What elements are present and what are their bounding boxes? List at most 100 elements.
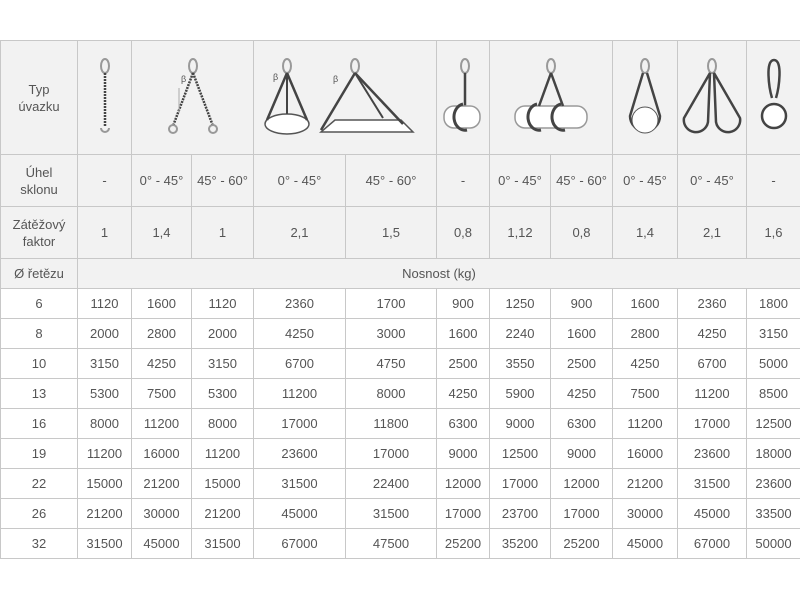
capacity-cell: 11200: [77, 438, 132, 469]
capacity-cell: 50000: [746, 528, 800, 559]
capacity-cell: 16000: [131, 438, 192, 469]
factor-cell: 1: [191, 206, 254, 259]
capacity-cell: 23700: [489, 498, 551, 529]
table-row: 8 2000 2800 2000 4250 3000 1600 2240 1600 2800 425…: [0, 318, 800, 349]
table-row: 22 15000 21200 15000 31500 22400 12000 17000 120…: [0, 468, 800, 499]
diameter-cell: 10: [0, 348, 78, 379]
factor-cell: 2,1: [253, 206, 346, 259]
capacity-cell: 900: [550, 288, 613, 319]
capacity-cell: 12500: [746, 408, 800, 439]
table-row: 13 5300 7500 5300 11200 8000 4250 5900 4250 7500 1…: [0, 378, 800, 409]
capacity-cell: 2800: [612, 318, 678, 349]
factor-cell: 0,8: [550, 206, 613, 259]
capacity-cell: 12500: [489, 438, 551, 469]
capacity-cell: 6300: [436, 408, 490, 439]
capacity-cell: 15000: [77, 468, 132, 499]
factor-cell: 1,6: [746, 206, 800, 259]
capacity-cell: 1250: [489, 288, 551, 319]
capacity-cell: 11200: [677, 378, 747, 409]
capacity-cell: 3150: [191, 348, 254, 379]
capacity-cell: 1600: [436, 318, 490, 349]
capacity-cell: 1600: [612, 288, 678, 319]
capacity-header-row: Ø řetězu Nosnost (kg): [0, 258, 800, 289]
capacity-cell: 25200: [550, 528, 613, 559]
capacity-cell: 6300: [550, 408, 613, 439]
diameter-cell: 32: [0, 528, 78, 559]
capacity-cell: 21200: [131, 468, 192, 499]
basket-single-chain-icon: [612, 40, 678, 155]
capacity-cell: 11200: [612, 408, 678, 439]
capacity-cell: 12000: [550, 468, 613, 499]
capacity-cell: 8000: [345, 378, 437, 409]
capacity-cell: 21200: [191, 498, 254, 529]
capacity-cell: 8000: [77, 408, 132, 439]
diameter-cell: 26: [0, 498, 78, 529]
svg-text:β: β: [273, 72, 278, 82]
capacity-cell: 1120: [191, 288, 254, 319]
factor-cell: 1,4: [612, 206, 678, 259]
factor-cell: 0,8: [436, 206, 490, 259]
capacity-cell: 30000: [131, 498, 192, 529]
capacity-cell: 6700: [253, 348, 346, 379]
capacity-cell: 2360: [677, 288, 747, 319]
diameter-cell: 8: [0, 318, 78, 349]
angle-cell: 0° - 45°: [677, 154, 747, 207]
endless-loop-chain-icon: [746, 40, 800, 155]
angle-cell: 45° - 60°: [550, 154, 613, 207]
svg-text:β: β: [333, 74, 338, 84]
capacity-cell: 2500: [550, 348, 613, 379]
table-row: 10 3150 4250 3150 6700 4750 2500 3550 2500 4250 67…: [0, 348, 800, 379]
choker-single-chain-icon: [436, 40, 490, 155]
capacity-cell: 17000: [253, 408, 346, 439]
diameter-cell: 13: [0, 378, 78, 409]
single-leg-chain-icon: [77, 40, 132, 155]
capacity-cell: 11200: [131, 408, 192, 439]
factor-cell: 1: [77, 206, 132, 259]
capacity-cell: 31500: [191, 528, 254, 559]
capacity-cell: 1800: [746, 288, 800, 319]
angle-row: Úhel sklonu - 0° - 45° 45° - 60° 0° - 45…: [0, 154, 800, 207]
capacity-cell: 45000: [253, 498, 346, 529]
capacity-cell: 2000: [191, 318, 254, 349]
angle-cell: -: [436, 154, 490, 207]
capacity-cell: 31500: [677, 468, 747, 499]
capacity-cell: 23600: [746, 468, 800, 499]
two-leg-chain-icon: β: [131, 40, 254, 155]
table-row: 19 11200 16000 11200 23600 17000 9000 12500 9000…: [0, 438, 800, 469]
capacity-cell: 4250: [253, 318, 346, 349]
capacity-cell: 23600: [253, 438, 346, 469]
diameter-cell: 6: [0, 288, 78, 319]
capacity-cell: 8500: [746, 378, 800, 409]
angle-label: Úhel sklonu: [0, 154, 78, 207]
type-label: Typ úvazku: [0, 40, 78, 155]
capacity-cell: 22400: [345, 468, 437, 499]
capacity-cell: 17000: [550, 498, 613, 529]
capacity-cell: 9000: [436, 438, 490, 469]
capacity-cell: 31500: [345, 498, 437, 529]
angle-cell: 45° - 60°: [191, 154, 254, 207]
table-row: 6 1120 1600 1120 2360 1700 900 1250 900 1600 2360 1…: [0, 288, 800, 319]
angle-cell: 0° - 45°: [612, 154, 678, 207]
capacity-cell: 11200: [191, 438, 254, 469]
angle-cell: 0° - 45°: [253, 154, 346, 207]
capacity-cell: 4250: [612, 348, 678, 379]
capacity-cell: 31500: [77, 528, 132, 559]
capacity-cell: 31500: [253, 468, 346, 499]
choker-two-leg-chain-icon: [489, 40, 613, 155]
capacity-cell: 67000: [253, 528, 346, 559]
basket-double-chain-icon: [677, 40, 747, 155]
capacity-cell: 4750: [345, 348, 437, 379]
factor-label: Zátěžový faktor: [0, 206, 78, 259]
svg-text:β: β: [181, 74, 186, 84]
capacity-cell: 9000: [550, 438, 613, 469]
capacity-cell: 9000: [489, 408, 551, 439]
diameter-label: Ø řetězu: [0, 258, 78, 289]
angle-cell: 0° - 45°: [489, 154, 551, 207]
capacity-header: Nosnost (kg): [77, 258, 800, 289]
capacity-cell: 17000: [677, 408, 747, 439]
capacity-cell: 5000: [746, 348, 800, 379]
capacity-cell: 30000: [612, 498, 678, 529]
angle-cell: 45° - 60°: [345, 154, 437, 207]
